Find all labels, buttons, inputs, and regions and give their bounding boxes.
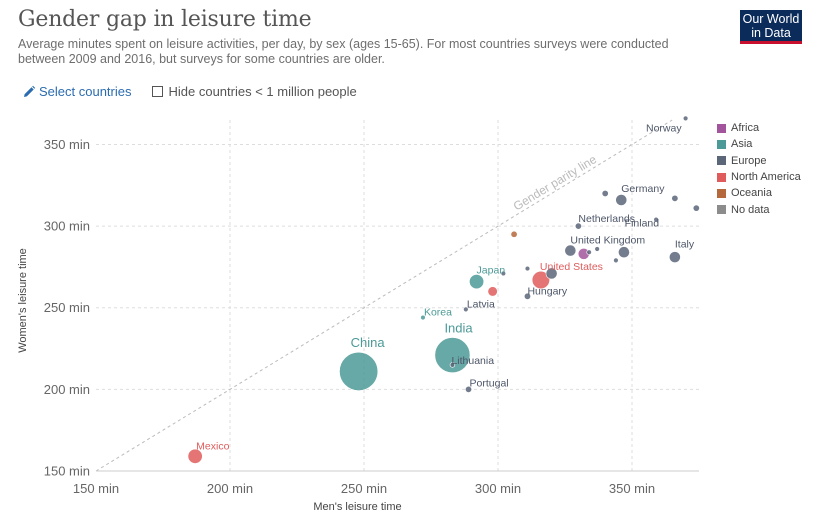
chart-subtitle: Average minutes spent on leisure activit… — [18, 37, 669, 66]
owid-logo[interactable]: Our World in Data — [740, 10, 802, 44]
x-tick-label: 150 min — [73, 481, 119, 496]
data-point[interactable] — [463, 306, 469, 313]
data-point[interactable] — [339, 351, 379, 391]
point-label: United Kingdom — [570, 235, 645, 247]
legend-swatch — [717, 205, 726, 215]
legend-label: Oceania — [731, 187, 772, 200]
data-point[interactable] — [449, 362, 456, 368]
parity-line-label: Gender parity line — [511, 152, 599, 213]
legend: Africa Asia Europe North America Oceania No d… — [717, 120, 801, 218]
data-point[interactable] — [671, 194, 679, 202]
point-label: Germany — [621, 183, 665, 195]
legend-item[interactable]: Africa — [717, 120, 801, 136]
legend-swatch — [717, 172, 726, 182]
point-label: Hungary — [527, 285, 567, 297]
data-point[interactable] — [613, 257, 619, 264]
data-point[interactable] — [465, 385, 473, 393]
point-label: India — [444, 320, 473, 335]
x-tick-label: 250 min — [341, 481, 387, 496]
logo-line-1: Our World — [742, 12, 800, 26]
point-label: Finland — [625, 218, 660, 230]
gender-parity-line: Gender parity line — [95, 119, 673, 472]
legend-label: Africa — [731, 122, 760, 135]
y-tick-label: 350 min — [44, 137, 90, 152]
data-point[interactable] — [469, 274, 485, 290]
x-tick-label: 350 min — [609, 481, 655, 496]
grid-lines — [96, 120, 699, 471]
data-point[interactable] — [668, 251, 681, 264]
chart-controls: Select countries Hide countries < 1 mill… — [22, 84, 357, 99]
hide-small-countries-label: Hide countries < 1 million people — [168, 84, 357, 99]
data-point[interactable] — [682, 115, 689, 122]
data-point[interactable] — [564, 244, 577, 257]
legend-item[interactable]: Asia — [717, 136, 801, 152]
data-point[interactable] — [524, 265, 531, 272]
y-tick-label: 250 min — [44, 300, 90, 315]
legend-label: No data — [731, 203, 770, 216]
hide-small-countries-toggle[interactable]: Hide countries < 1 million people — [151, 84, 357, 99]
legend-item[interactable]: Oceania — [717, 185, 801, 201]
select-countries-label: Select countries — [39, 84, 132, 99]
x-tick-label: 300 min — [475, 481, 521, 496]
data-point[interactable] — [500, 270, 507, 277]
data-point[interactable] — [187, 448, 203, 464]
pencil-icon — [22, 85, 36, 99]
data-point[interactable] — [594, 246, 600, 252]
point-label: Norway — [646, 122, 682, 134]
legend-label: Europe — [731, 154, 767, 167]
point-label: China — [351, 335, 386, 350]
parity-line — [95, 119, 673, 472]
x-axis-title: Men's leisure time — [313, 501, 401, 513]
legend-swatch — [717, 139, 726, 149]
data-point[interactable] — [523, 292, 531, 300]
data-point[interactable] — [574, 222, 582, 230]
point-label: Portugal — [470, 377, 509, 389]
data-point[interactable] — [510, 230, 518, 238]
point-label: Latvia — [467, 298, 495, 310]
data-point[interactable] — [618, 246, 630, 259]
logo-line-2: in Data — [751, 26, 791, 40]
legend-label: North America — [731, 171, 801, 184]
legend-swatch — [717, 156, 726, 166]
y-axis-title: Women's leisure time — [17, 248, 29, 353]
legend-label: Asia — [731, 138, 753, 151]
point-label: Italy — [675, 239, 695, 251]
data-point[interactable] — [586, 249, 592, 255]
point-label: United States — [540, 261, 603, 273]
point-label: Lithuania — [451, 355, 494, 367]
select-countries-button[interactable]: Select countries — [22, 84, 132, 99]
legend-item[interactable]: No data — [717, 201, 801, 217]
axes: 150 min 200 min 250 min 300 min 350 min 150 m… — [17, 137, 699, 513]
legend-item[interactable]: North America — [717, 169, 801, 185]
data-point[interactable] — [692, 204, 700, 212]
data-point[interactable] — [601, 189, 609, 197]
legend-swatch — [717, 188, 726, 198]
y-tick-label: 150 min — [44, 464, 90, 479]
point-label: Korea — [424, 307, 452, 319]
point-label: Japan — [477, 265, 506, 277]
data-point[interactable] — [420, 314, 426, 321]
legend-item[interactable]: Europe — [717, 153, 801, 169]
data-point[interactable] — [545, 267, 558, 280]
data-point[interactable] — [487, 286, 498, 297]
point-label: Mexico — [196, 440, 229, 452]
hide-small-countries-checkbox[interactable] — [151, 86, 163, 97]
chart-title: Gender gap in leisure time — [18, 7, 312, 32]
point-label: Netherlands — [578, 213, 635, 225]
legend-swatch — [717, 123, 726, 133]
data-point[interactable] — [653, 216, 659, 223]
y-tick-label: 200 min — [44, 382, 90, 397]
data-point[interactable] — [615, 194, 628, 206]
data-points — [187, 115, 700, 464]
y-tick-label: 300 min — [44, 219, 90, 234]
x-tick-label: 200 min — [207, 481, 253, 496]
data-point[interactable] — [434, 337, 471, 373]
data-point[interactable] — [531, 270, 550, 290]
